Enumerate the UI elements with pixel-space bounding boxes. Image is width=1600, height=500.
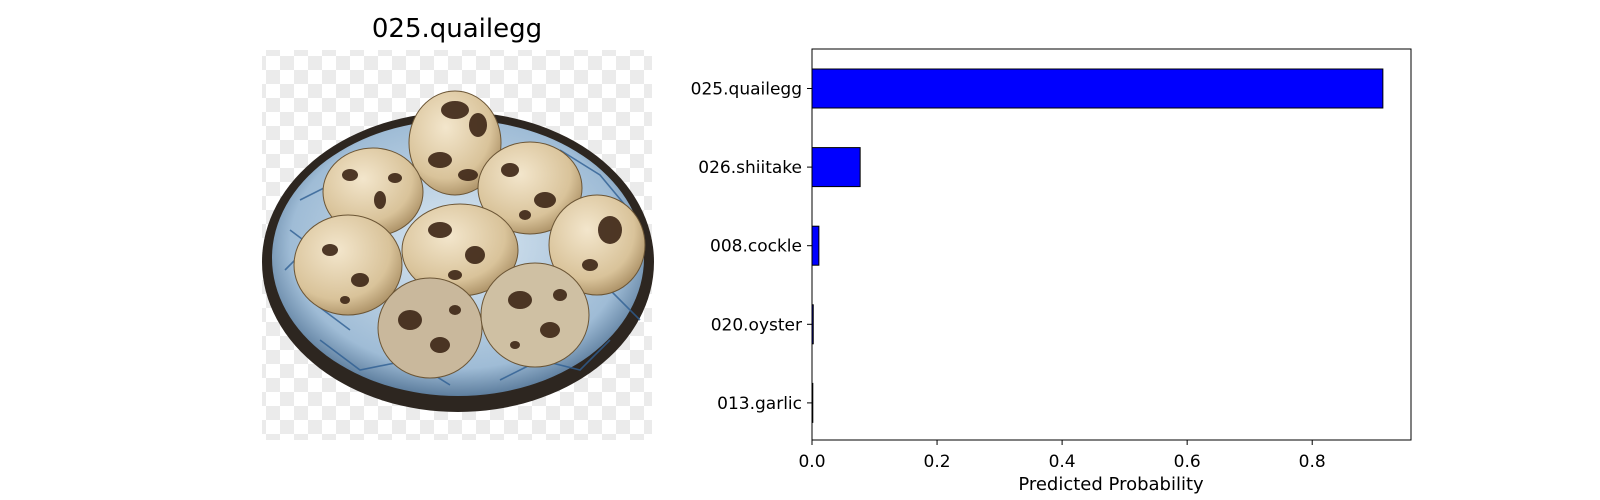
x-tick-label: 0.0 <box>798 452 825 472</box>
x-tick-label: 0.8 <box>1299 452 1326 472</box>
y-tick-label: 020.oyster <box>711 315 802 335</box>
y-axis: 025.quailegg 026.shiitake 008.cockle 020.oy… <box>691 80 812 414</box>
x-tick-label: 0.6 <box>1174 452 1201 472</box>
y-tick-label: 025.quailegg <box>691 80 802 100</box>
image-title: 025.quailegg <box>371 14 543 44</box>
plot-frame <box>811 48 1412 441</box>
x-tick-label: 0.2 <box>924 452 951 472</box>
bars-group <box>811 68 1384 423</box>
y-tick-label: 026.shiitake <box>698 158 802 178</box>
y-tick-label: 008.cockle <box>710 237 802 257</box>
bar-cockle <box>811 225 820 266</box>
bar-shiitake <box>811 147 861 188</box>
x-tick-label: 0.4 <box>1049 452 1076 472</box>
x-axis: 0.0 0.2 0.4 0.6 0.8 <box>798 440 1326 472</box>
x-axis-label: Predicted Probability <box>1018 474 1204 495</box>
egg-speckles <box>322 101 622 353</box>
y-tick-label: 013.garlic <box>717 394 802 414</box>
bar-quailegg <box>811 68 1384 109</box>
